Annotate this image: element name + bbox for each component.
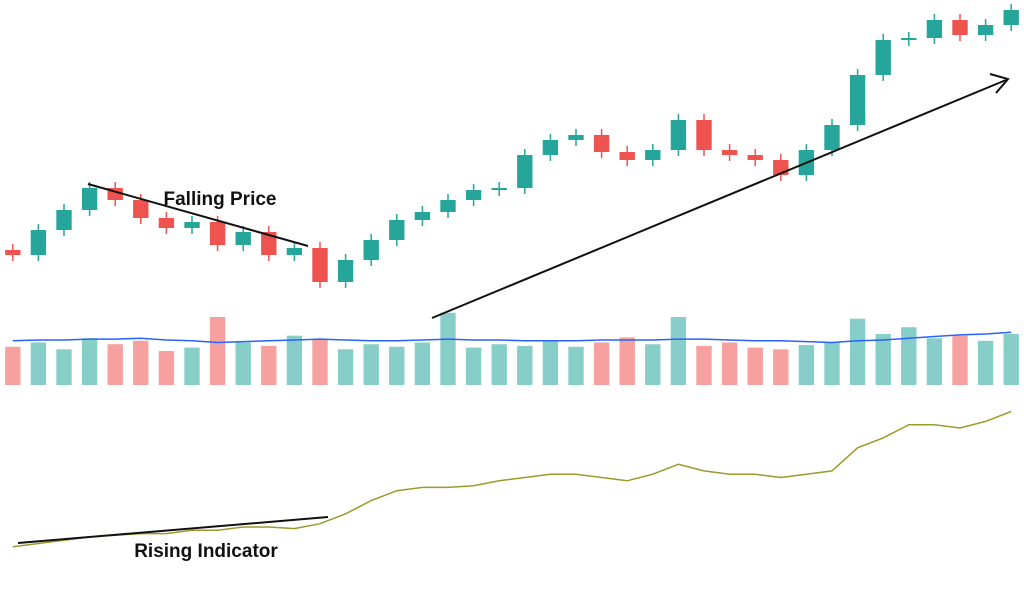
candle-body (56, 210, 72, 230)
arrow-head (989, 73, 1010, 94)
candle-body (824, 125, 840, 150)
volume-bar (542, 340, 559, 385)
candle-body (286, 248, 303, 255)
volume-bar (568, 346, 584, 385)
candle-body (209, 222, 226, 245)
volume-bar (158, 351, 175, 385)
candle-body (389, 220, 405, 240)
candle-body (1003, 10, 1019, 25)
volume-bar (1003, 334, 1019, 385)
volume-bar (619, 337, 635, 385)
candle-body (645, 150, 661, 160)
volume-bar (721, 342, 738, 385)
candle-body (81, 188, 98, 210)
volume-bar (440, 312, 456, 385)
volume-bar (107, 344, 123, 385)
annotations: Falling Price Rising Indicator (17, 73, 1010, 562)
falling-trendline (87, 183, 309, 247)
volume-bar (670, 317, 687, 385)
candle-body (721, 150, 738, 155)
volume-bar (133, 340, 149, 385)
volume-bar (235, 342, 251, 385)
annotation: Rising Indicator (134, 541, 278, 562)
volume-bar (952, 335, 968, 385)
indicator-line (12, 410, 1012, 548)
volume-bar (491, 344, 507, 385)
volume-bar (645, 344, 661, 385)
candle-body (696, 120, 712, 150)
volume-bar (849, 318, 866, 385)
volume-bar (901, 327, 917, 385)
volume-bar (5, 346, 21, 385)
volume-bar (312, 339, 328, 385)
candle-body (517, 155, 533, 188)
candle-body (363, 240, 379, 260)
volume-bar (389, 346, 405, 385)
volume-bar (696, 345, 712, 385)
volume-bar (593, 342, 610, 385)
candle-body (619, 152, 635, 160)
candle-body (542, 140, 559, 155)
volume-bar (363, 344, 379, 385)
volume-bar (337, 349, 354, 385)
volume-bar (747, 347, 763, 385)
candle-body (977, 25, 994, 35)
candle-body (133, 200, 149, 218)
volume-bar (465, 347, 482, 385)
volume-average (12, 331, 1012, 344)
candle-body (30, 230, 47, 255)
volume-bar (56, 349, 72, 385)
candle-body (158, 218, 175, 228)
candle-body (670, 120, 687, 150)
volume-bar (875, 334, 891, 385)
candle-body (747, 155, 763, 160)
candle-body (491, 188, 507, 190)
volume-bar (773, 349, 789, 385)
candle-body (901, 38, 917, 40)
volume-bar (517, 345, 533, 385)
candle-body (312, 248, 328, 282)
candle-body (593, 135, 610, 152)
volume-bar (414, 342, 431, 385)
annotation: Falling Price (164, 189, 277, 210)
candle-body (337, 260, 354, 282)
candle-body (875, 40, 891, 75)
volume-bar (81, 338, 98, 385)
candle-body (465, 190, 482, 200)
candle-body (261, 232, 277, 255)
candle-body (849, 75, 866, 125)
candle-body (414, 212, 431, 220)
volume-bar (286, 335, 303, 385)
candle-body (952, 20, 968, 35)
volume-bar (30, 342, 47, 385)
candle-body (184, 222, 200, 228)
volume-bar (926, 338, 943, 385)
candle-body (5, 250, 21, 255)
volume-bar (184, 347, 200, 385)
volume-bar (798, 345, 815, 385)
volume-bar (824, 342, 840, 385)
candle-body (440, 200, 456, 212)
candle-body (926, 20, 943, 38)
candle-body (235, 232, 251, 245)
volume-bar (977, 340, 994, 385)
rising-trendline (17, 516, 329, 544)
volume-bar (209, 317, 226, 385)
rising-arrow (431, 79, 1007, 319)
volume-bar (261, 345, 277, 385)
candle-body (568, 135, 584, 140)
